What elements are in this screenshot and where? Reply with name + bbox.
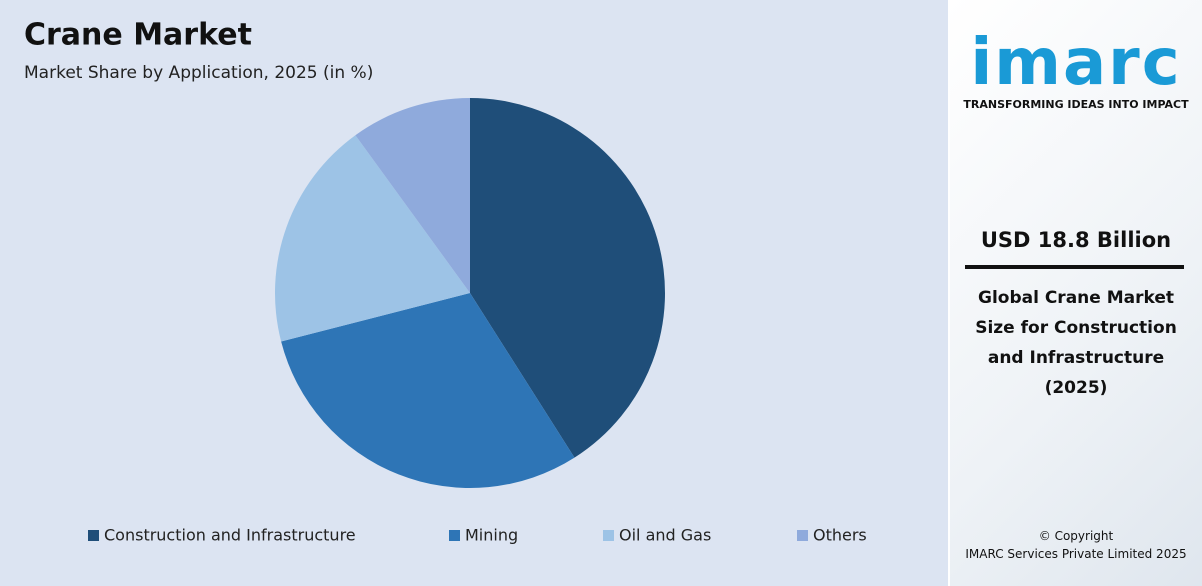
legend-label: Oil and Gas — [619, 526, 711, 545]
legend-marker — [603, 530, 614, 541]
company: IMARC Services Private Limited 2025 — [965, 547, 1187, 561]
copyright: © Copyright — [1038, 529, 1114, 543]
description: Global Crane Market Size for Constructio… — [975, 288, 1177, 398]
legend-label: Construction and Infrastructure — [104, 526, 356, 545]
legend-label: Others — [813, 526, 867, 545]
chart: Crane Market Market Share by Application… — [0, 0, 948, 586]
legend-label: Mining — [465, 526, 518, 545]
legend-marker — [449, 530, 460, 541]
chart-title: Crane Market — [24, 18, 252, 53]
headline: USD 18.8 Billion — [980, 228, 1172, 252]
logo: imarc — [970, 26, 1182, 100]
pie-slice — [281, 293, 575, 489]
legend-marker — [88, 530, 99, 541]
divider — [965, 265, 1184, 269]
tagline: TRANSFORMING IDEAS INTO IMPACT — [963, 98, 1189, 111]
pie-slice — [275, 135, 470, 342]
pie-slice — [355, 98, 470, 293]
sidebar: imarc TRANSFORMING IDEAS INTO IMPACT USD… — [950, 0, 1202, 586]
pie-slice — [470, 98, 665, 458]
chart-subtitle: Market Share by Application, 2025 (in %) — [24, 63, 373, 83]
legend-marker — [797, 530, 808, 541]
